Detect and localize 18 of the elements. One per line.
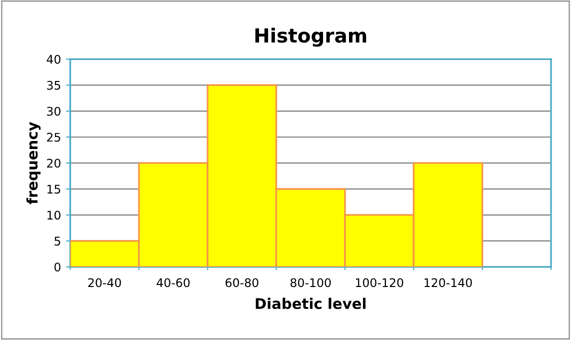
x-tick-label: 100-120: [356, 278, 404, 288]
y-tick-label: 25: [47, 132, 60, 142]
chart-title: Histogram: [255, 28, 366, 47]
x-tick-label: 40-60: [156, 278, 190, 288]
y-tick-label: 15: [47, 184, 60, 194]
y-tick-label: 40: [46, 54, 60, 64]
y-axis-title: frequency: [26, 122, 41, 204]
x-tick-label: 120-140: [424, 278, 472, 288]
y-tick-label: 0: [54, 262, 60, 272]
x-tick-label: 80-100: [290, 278, 331, 288]
y-tick-label: 30: [47, 106, 60, 116]
y-tick-label: 10: [47, 210, 60, 220]
y-tick-label: 5: [54, 236, 60, 246]
y-tick-label: 35: [47, 80, 60, 90]
x-tick-label: 60-80: [226, 278, 258, 288]
x-axis-title: Diabetic level: [256, 298, 366, 310]
x-tick-label: 20-40: [88, 278, 121, 288]
y-tick-label: 20: [47, 158, 60, 168]
